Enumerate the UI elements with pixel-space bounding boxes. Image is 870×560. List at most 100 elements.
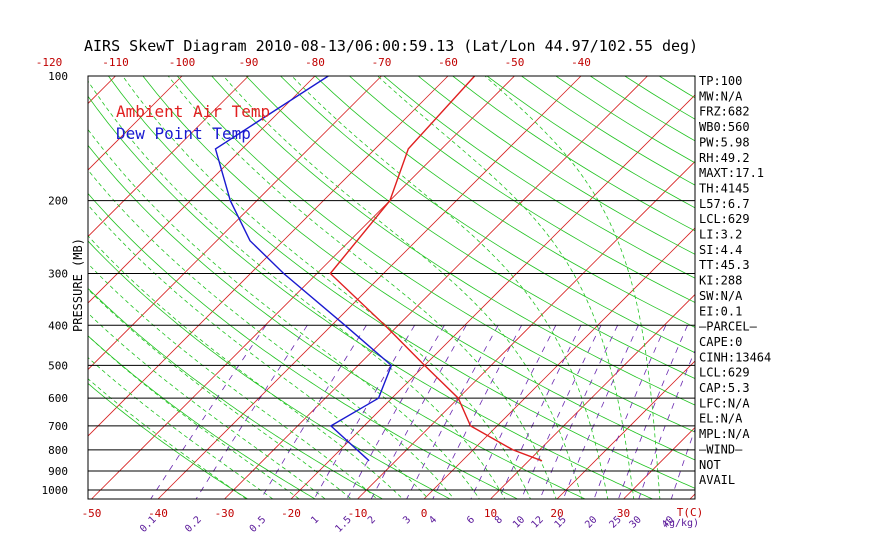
series-line — [214, 76, 393, 462]
mixing-ratio-line — [638, 349, 695, 499]
moist-adiabat-line — [88, 357, 274, 499]
index-label: —WIND— — [699, 442, 743, 456]
moist-adiabat-line — [222, 76, 583, 499]
index-label: CAPE:0 — [699, 335, 742, 349]
temp-tick-label: -60 — [438, 56, 458, 69]
mixing-ratio-tick-label: 1 — [309, 514, 321, 526]
index-label: NOT — [699, 458, 721, 472]
mixing-ratio-line — [346, 325, 445, 499]
temp-tick-label: -50 — [505, 56, 525, 69]
isotherm-line — [290, 94, 695, 499]
temp-tick-label: -50 — [82, 507, 102, 520]
temp-tick-label: -70 — [372, 56, 392, 69]
mixing-ratio-line — [670, 428, 695, 499]
index-label: FRZ:682 — [699, 105, 750, 119]
dry-adiabat-line — [279, 76, 695, 354]
legend-ambient-air-temp: Ambient Air Temp — [116, 102, 270, 121]
moist-adiabat-line — [88, 235, 404, 499]
pressure-tick-label: 800 — [48, 444, 68, 457]
pressure-tick-label: 300 — [48, 268, 68, 281]
isotherm-line — [88, 76, 116, 105]
index-label: MPL:N/A — [699, 427, 750, 441]
dry-adiabat-line — [88, 382, 249, 499]
mixing-ratio-tick-label: 0.2 — [183, 514, 204, 535]
index-label: EI:0.1 — [699, 304, 742, 318]
temp-tick-label: -100 — [169, 56, 196, 69]
grid-layer — [0, 57, 870, 507]
isotherm-line — [423, 227, 695, 499]
index-label: SW:N/A — [699, 289, 743, 303]
moist-adiabat-line — [88, 169, 455, 499]
temp-tick-label: -20 — [281, 507, 301, 520]
isotherm-line — [757, 76, 870, 499]
moist-adiabat-line — [88, 204, 429, 499]
index-label: TH:4145 — [699, 181, 750, 195]
mixing-ratio-line — [539, 325, 618, 499]
index-label: LI:3.2 — [699, 228, 742, 242]
moist-adiabat-line — [484, 76, 661, 499]
temp-tick-label: -10 — [348, 507, 368, 520]
temp-tick-label: -110 — [102, 56, 129, 69]
index-label: CINH:13464 — [699, 350, 771, 364]
index-label: TT:45.3 — [699, 258, 750, 272]
mixing-ratio-line — [260, 325, 367, 499]
index-label: MAXT:17.1 — [699, 166, 764, 180]
dry-adiabat-line — [88, 192, 519, 499]
isotherm-line — [88, 76, 183, 171]
index-label: AVAIL — [699, 473, 735, 487]
dry-adiabat-line — [417, 76, 695, 255]
dry-adiabat-line — [692, 76, 695, 78]
chart-title: AIRS SkewT Diagram 2010-08-13/06:00:59.1… — [84, 37, 698, 55]
series-layer — [214, 76, 543, 462]
mixing-ratio-tick-label: 0.5 — [248, 514, 269, 535]
mixing-ratio-line — [370, 325, 467, 499]
index-label: MW:N/A — [699, 89, 743, 103]
pressure-tick-label: 400 — [48, 319, 68, 332]
mixing-ratio-tick-label: 6 — [465, 514, 477, 526]
dry-adiabat-line — [88, 335, 317, 499]
pressure-tick-label: 100 — [48, 70, 68, 83]
temp-tick-label: 10 — [484, 507, 497, 520]
dry-adiabat-line — [88, 144, 586, 499]
mixing-ratio-line — [498, 325, 582, 499]
isotherm-line — [88, 76, 316, 304]
mixing-ratio-tick-label: 20 — [583, 514, 599, 530]
mixing-ratio-line — [406, 325, 499, 499]
isotherm-line — [224, 76, 648, 499]
temp-tick-label: -80 — [305, 56, 325, 69]
pressure-tick-label: 600 — [48, 392, 68, 405]
dry-adiabat-line — [348, 76, 695, 303]
index-label: —PARCEL— — [699, 320, 758, 334]
isotherm-line — [157, 76, 582, 499]
dry-adiabat-line — [88, 95, 654, 499]
isotherm-line — [0, 76, 49, 499]
pressure-tick-label: 700 — [48, 420, 68, 433]
isotherm-line — [88, 76, 249, 238]
isotherm-line — [823, 76, 870, 499]
temp-tick-label: 20 — [550, 507, 563, 520]
dry-adiabat-line — [314, 76, 695, 328]
moist-adiabat-line — [88, 288, 352, 499]
mixing-ratio-line — [618, 325, 688, 499]
dry-adiabat-line — [730, 57, 870, 507]
moist-adiabat-line — [377, 76, 635, 499]
mixing-ratio-line — [313, 325, 415, 499]
index-label: SI:4.4 — [699, 243, 742, 257]
plot-frame — [87, 75, 696, 500]
moist-adiabat-line — [167, 76, 557, 499]
temp-tick-label: -120 — [36, 56, 63, 69]
pressure-tick-label: 200 — [48, 195, 68, 208]
mixing-ratio-line — [195, 325, 308, 499]
moist-adiabat-line — [88, 128, 480, 499]
mixing-ratio-line — [520, 325, 602, 499]
moist-adiabat-line — [88, 335, 300, 499]
moist-adiabat-line — [88, 378, 248, 499]
moist-adiabat-line — [291, 76, 609, 499]
index-label: TP:100 — [699, 74, 742, 88]
mixing-ratio-tick-label: 4 — [427, 514, 439, 526]
isotherm-line — [88, 76, 449, 437]
temp-tick-label: 30 — [617, 507, 630, 520]
index-label: LCL:629 — [699, 212, 750, 226]
